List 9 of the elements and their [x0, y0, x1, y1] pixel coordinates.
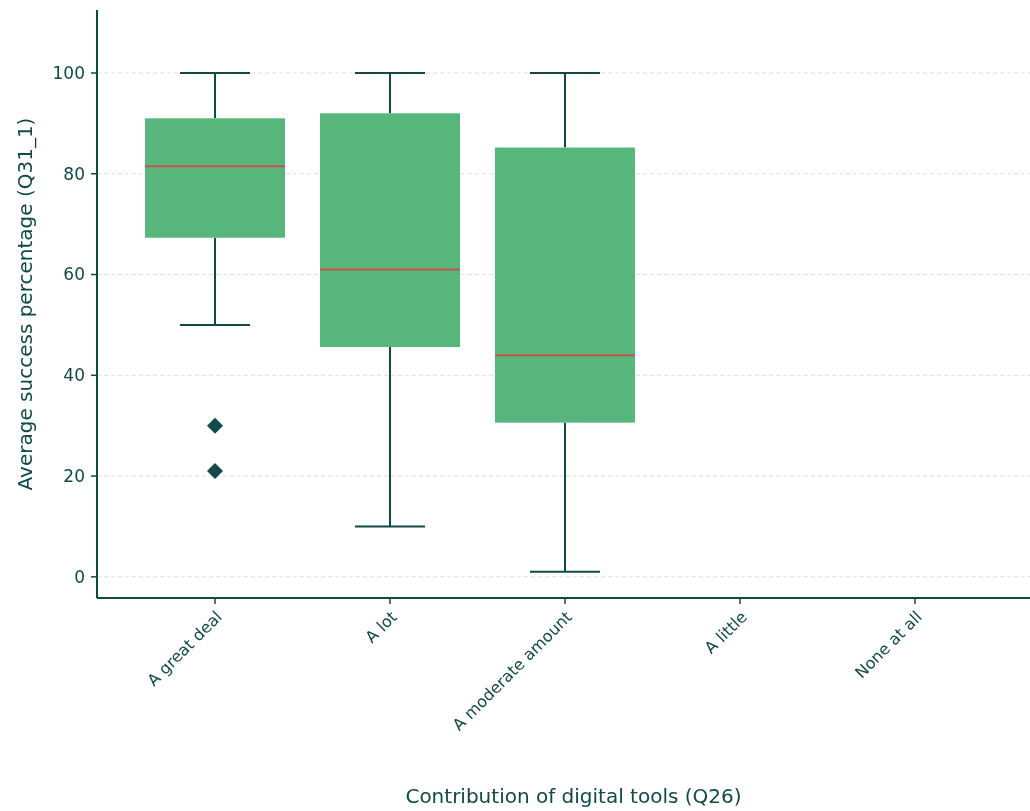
x-axis-title: Contribution of digital tools (Q26) — [405, 784, 742, 808]
y-axis-title: Average success percentage (Q31_1) — [13, 117, 37, 491]
y-tick-label: 100 — [52, 62, 85, 83]
y-tick-label: 60 — [63, 264, 85, 285]
x-tick-label: A lot — [361, 607, 401, 647]
y-tick-label: 0 — [74, 566, 85, 587]
y-tick-label: 40 — [63, 365, 85, 386]
y-tick-label: 80 — [63, 163, 85, 184]
y-tick-label: 20 — [63, 466, 85, 487]
